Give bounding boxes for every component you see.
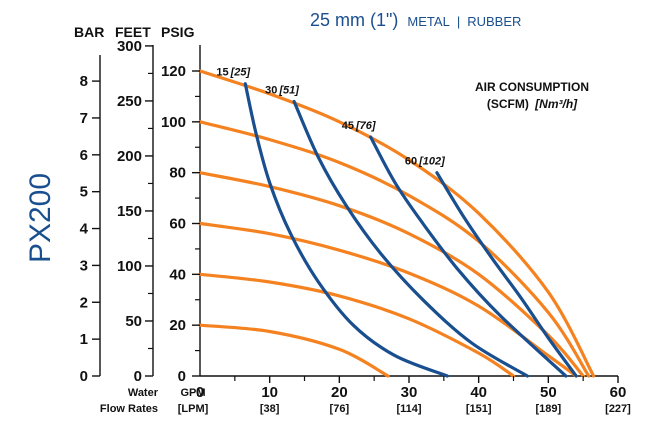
inlet-pressure-curve-2	[198, 120, 591, 378]
lpm-tick-label-40: [151]	[466, 403, 492, 415]
inlet-pressure-curve-5	[198, 272, 516, 378]
gpm-tick-label-60: 60	[610, 384, 627, 401]
psig-tick-label-80: 80	[169, 165, 186, 182]
inlet-pressure-curve-3	[198, 171, 585, 378]
inlet-pressure-curves	[198, 69, 596, 378]
bar-tick-label-2: 2	[80, 294, 88, 311]
bar-tick-label-3: 3	[80, 257, 88, 274]
bar-tick-label-0: 0	[80, 368, 88, 385]
feet-axis-header: FEET	[115, 24, 151, 40]
air-consumption-labels: 15 [25] 30 [51] 45 [76] 60 [102]	[216, 67, 445, 168]
inlet-pressure-curve-6	[198, 323, 390, 378]
psig-axis-header: PSIG	[161, 24, 195, 40]
air-consumption-scfm-60: 60	[405, 156, 417, 168]
bar-tick-label-5: 5	[80, 184, 88, 201]
feet-tick-label-150: 150	[117, 203, 142, 220]
x-label-gpm: GPM	[180, 387, 205, 399]
legend-unit-nm3h: [Nm³/h]	[534, 97, 578, 111]
gpm-tick-label-10: 10	[261, 384, 278, 401]
air-consumption-label-30: 30 [51]	[265, 85, 299, 97]
psig-tick-label-20: 20	[169, 317, 186, 334]
air-consumption-curve-30	[292, 99, 529, 378]
title-material-rubber: RUBBER	[467, 14, 521, 29]
air-consumption-curve-45	[369, 135, 568, 378]
bar-axis-header: BAR	[74, 24, 104, 40]
air-consumption-nm3h-30: [51]	[278, 85, 299, 97]
psig-tick-label-0: 0	[178, 368, 186, 385]
air-consumption-curves	[243, 82, 578, 378]
chart-title: 25 mm (1") METAL | RUBBER	[310, 10, 521, 30]
psig-tick-label-40: 40	[169, 266, 186, 283]
feet-tick-label-250: 250	[117, 93, 142, 110]
air-consumption-label-60: 60 [102]	[405, 156, 445, 168]
gpm-tick-label-20: 20	[331, 384, 348, 401]
air-consumption-nm3h-60: [102]	[418, 156, 445, 168]
lpm-tick-label-60: [227]	[605, 403, 631, 415]
feet-tick-label-300: 300	[117, 38, 142, 55]
bar-tick-label-8: 8	[80, 73, 88, 90]
bar-tick-label-6: 6	[80, 147, 88, 164]
air-consumption-curve-60	[435, 171, 578, 378]
legend-unit-scfm: (SCFM)	[487, 97, 529, 111]
lpm-tick-label-10: [38]	[260, 403, 280, 415]
lpm-tick-label-30: [114]	[396, 403, 421, 415]
lpm-tick-label-20: [76]	[330, 403, 350, 415]
psig-tick-label-100: 100	[161, 114, 186, 131]
feet-tick-label-200: 200	[117, 148, 142, 165]
lpm-tick-label-50: [189]	[535, 403, 561, 415]
bar-tick-label-7: 7	[80, 110, 88, 127]
gpm-tick-label-50: 50	[540, 384, 557, 401]
psig-tick-label-60: 60	[169, 216, 186, 233]
x-row-label-water: Water	[128, 387, 159, 399]
air-consumption-label-45: 45 [76]	[342, 120, 376, 132]
feet-tick-label-0: 0	[134, 368, 142, 385]
air-consumption-nm3h-15: [25]	[230, 67, 251, 79]
bar-tick-label-1: 1	[80, 331, 88, 348]
air-consumption-scfm-15: 15	[216, 67, 228, 79]
air-consumption-label-15: 15 [25]	[216, 67, 250, 79]
air-consumption-curve-15	[243, 82, 449, 378]
gpm-tick-label-30: 30	[401, 384, 418, 401]
air-consumption-nm3h-45: [76]	[355, 120, 376, 132]
air-consumption-scfm-30: 30	[265, 85, 277, 97]
bar-tick-label-4: 4	[80, 221, 89, 238]
x-label-lpm: [LPM]	[178, 403, 209, 415]
inlet-pressure-curve-1	[198, 69, 596, 378]
psig-tick-label-120: 120	[161, 63, 186, 80]
model-label: PX200	[24, 173, 57, 263]
title-size: 25 mm (1")	[310, 10, 398, 30]
title-material-metal: METAL	[407, 14, 449, 29]
axis-ticks: 0204060801001200501001502002503000123456…	[80, 38, 632, 415]
gpm-tick-label-40: 40	[470, 384, 487, 401]
air-consumption-scfm-45: 45	[342, 120, 354, 132]
inlet-pressure-curve-4	[198, 221, 578, 378]
feet-tick-label-100: 100	[117, 258, 142, 275]
x-row-label-flow-rates: Flow Rates	[100, 403, 158, 415]
title-separator: |	[457, 14, 460, 29]
legend-title-line-2: (SCFM) [Nm³/h]	[487, 97, 578, 111]
feet-tick-label-50: 50	[125, 313, 142, 330]
legend-title-line-1: AIR CONSUMPTION	[475, 80, 589, 94]
gpm-tick-label-0: 0	[196, 384, 204, 401]
